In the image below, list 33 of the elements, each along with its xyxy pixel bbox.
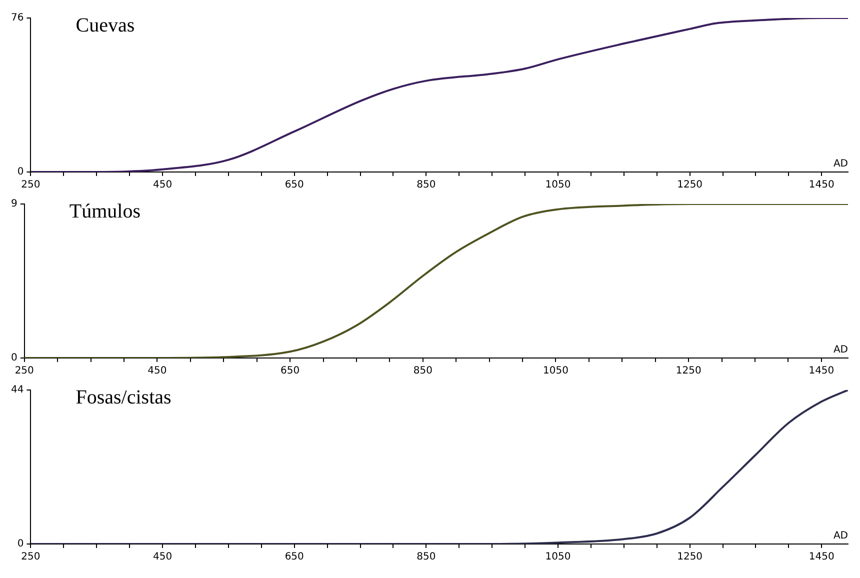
x-tick-label: 450 bbox=[152, 552, 172, 563]
y-tick-label: 76 bbox=[10, 12, 24, 24]
y-tick-label: 9 bbox=[10, 198, 18, 210]
y-tick-label: 0 bbox=[17, 538, 24, 550]
x-tick-label: 250 bbox=[21, 180, 40, 191]
x-tick-label: 650 bbox=[284, 180, 304, 191]
chart-title: Cuevas bbox=[76, 14, 135, 36]
x-tick-label: 1050 bbox=[545, 180, 571, 191]
chart-title: Fosas/cistas bbox=[76, 386, 172, 408]
x-tick-label: 850 bbox=[413, 366, 432, 377]
chart-title: Túmulos bbox=[69, 200, 141, 222]
x-tick-label: 1050 bbox=[545, 552, 571, 563]
x-tick-label: 1450 bbox=[808, 180, 834, 191]
x-tick-label: 1250 bbox=[677, 552, 703, 563]
y-tick-label: 0 bbox=[17, 166, 24, 178]
x-tick-label: 250 bbox=[14, 366, 34, 377]
x-axis-title: AD bbox=[833, 158, 848, 170]
x-tick-label: 1250 bbox=[676, 366, 702, 377]
y-tick-label: 44 bbox=[10, 384, 24, 396]
x-tick-label: 450 bbox=[152, 180, 172, 191]
x-tick-label: 450 bbox=[148, 366, 167, 377]
x-axis-title: AD bbox=[833, 530, 848, 542]
x-tick-label: 1250 bbox=[677, 180, 703, 191]
x-tick-label: 1450 bbox=[808, 366, 834, 377]
x-tick-label: 250 bbox=[21, 552, 40, 563]
x-tick-label: 1050 bbox=[543, 366, 568, 377]
x-tick-label: 1450 bbox=[808, 552, 834, 563]
y-tick-label: 0 bbox=[10, 352, 18, 364]
x-tick-label: 850 bbox=[416, 180, 436, 191]
x-tick-label: 850 bbox=[416, 552, 436, 563]
x-tick-label: 650 bbox=[284, 552, 304, 563]
x-axis-title: AD bbox=[833, 344, 848, 356]
x-tick-label: 650 bbox=[280, 366, 300, 377]
